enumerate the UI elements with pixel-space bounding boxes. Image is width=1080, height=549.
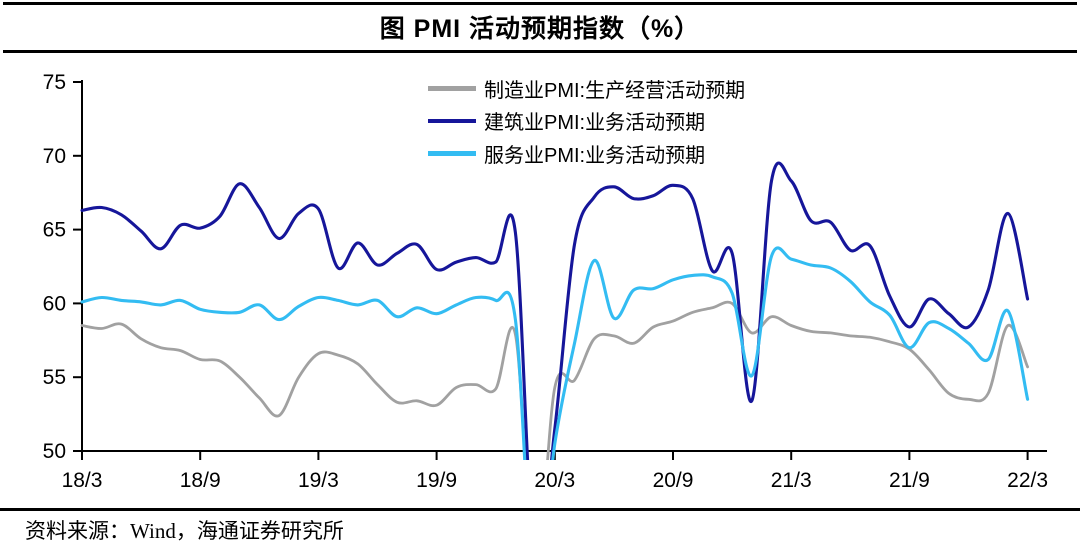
x-tick-label: 20/3 xyxy=(534,469,575,492)
x-tick-label: 22/3 xyxy=(1007,469,1048,492)
series-line-2 xyxy=(80,246,1030,460)
series-line-0 xyxy=(80,300,1029,460)
y-tick-label: 50 xyxy=(43,440,66,463)
source-note: 资料来源：Wind，海通证券研究所 xyxy=(25,519,344,543)
title-separator-rule xyxy=(3,50,1077,53)
legend-line-swatch xyxy=(428,151,476,156)
y-tick-label: 70 xyxy=(43,145,66,168)
x-tick-label: 19/9 xyxy=(416,469,457,492)
footer-rule xyxy=(0,508,1080,511)
legend-line-swatch xyxy=(428,86,476,91)
x-tick-label: 21/9 xyxy=(889,469,930,492)
legend-label: 建筑业PMI:业务活动预期 xyxy=(484,112,706,135)
legend-item-1: 建筑业PMI:业务活动预期 xyxy=(428,105,745,138)
y-tick-label: 75 xyxy=(43,71,66,94)
x-tick-label: 20/9 xyxy=(653,469,694,492)
legend-label: 服务业PMI:业务活动预期 xyxy=(484,144,706,167)
legend-label: 制造业PMI:生产经营活动预期 xyxy=(484,79,746,102)
y-tick-label: 60 xyxy=(43,292,66,315)
legend-line-swatch xyxy=(428,118,476,123)
y-tick-label: 55 xyxy=(43,366,66,389)
legend-item-0: 制造业PMI:生产经营活动预期 xyxy=(428,72,745,105)
chart-title: 图 PMI 活动预期指数（%） xyxy=(379,15,701,43)
y-tick-label: 65 xyxy=(43,219,66,242)
x-tick-label: 19/3 xyxy=(298,469,339,492)
chart-legend: 制造业PMI:生产经营活动预期 建筑业PMI:业务活动预期 服务业PMI:业务活动预… xyxy=(428,72,745,170)
x-tick-label: 21/3 xyxy=(771,469,812,492)
top-rule xyxy=(3,2,1077,5)
series-line-1 xyxy=(80,161,1030,460)
x-tick-label: 18/3 xyxy=(62,469,103,492)
x-tick-label: 18/9 xyxy=(180,469,221,492)
legend-item-2: 服务业PMI:业务活动预期 xyxy=(428,137,745,170)
